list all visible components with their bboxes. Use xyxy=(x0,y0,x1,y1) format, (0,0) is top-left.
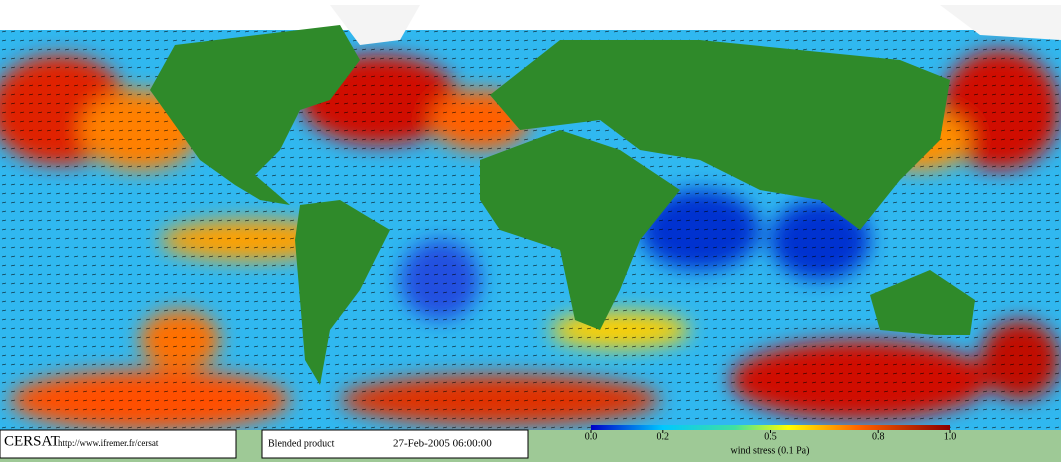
colorbar xyxy=(591,425,950,430)
land xyxy=(150,5,1061,385)
product: Blended product xyxy=(268,438,335,449)
url: http://www.ifremer.fr/cersat xyxy=(58,438,159,448)
colorbar-tick-label: 0.5 xyxy=(764,431,777,442)
logo: CERSAT xyxy=(4,433,60,449)
date: 27-Feb-2005 06:00:00 xyxy=(393,438,492,450)
source-box xyxy=(0,429,237,459)
colorbar-tick-label: 0.0 xyxy=(585,431,598,442)
colorbar-label: wind stress (0.1 Pa) xyxy=(731,445,810,456)
colorbar-tick-label: 1.0 xyxy=(944,431,957,442)
product-box xyxy=(261,429,529,459)
colorbar-tick-label: 0.2 xyxy=(657,431,670,442)
colorbar-tick-label: 0.8 xyxy=(872,431,885,442)
